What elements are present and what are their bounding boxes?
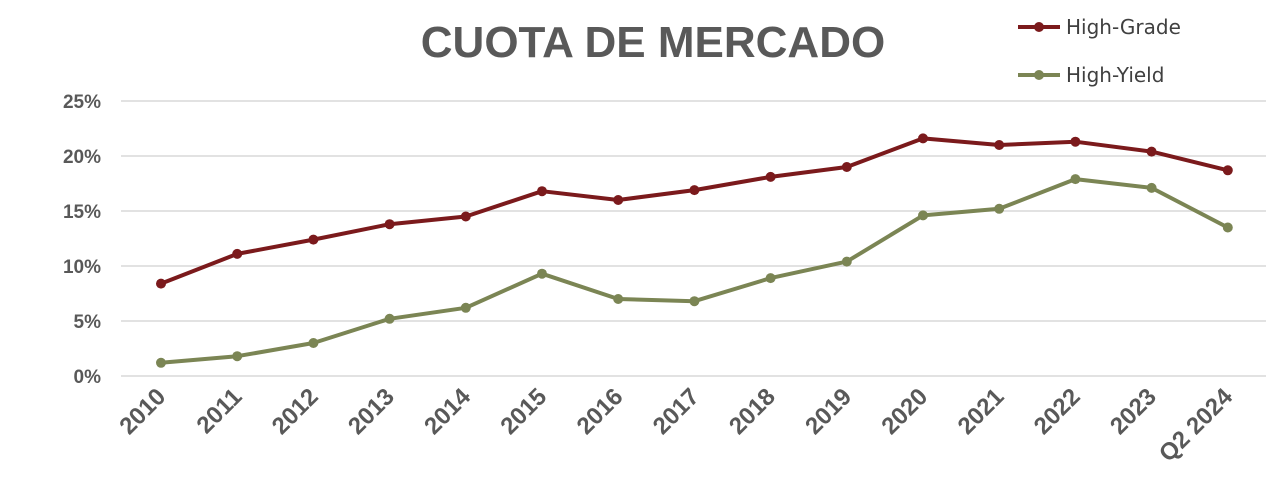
y-axis-ticks: 0% 5% 10% 15% 20% 25%	[63, 92, 101, 388]
x-tick-label: 2022	[1029, 383, 1086, 440]
data-point	[1146, 146, 1157, 157]
legend-label: High-Yield	[1066, 63, 1164, 87]
x-tick-label: 2019	[800, 383, 857, 440]
data-point	[841, 256, 852, 267]
data-point	[460, 302, 471, 313]
data-point	[308, 338, 319, 348]
data-point	[994, 140, 1005, 150]
data-point	[918, 210, 928, 221]
x-tick-label: 2020	[876, 383, 933, 440]
y-tick-label: 0%	[74, 367, 102, 388]
data-point	[1222, 222, 1233, 233]
data-point	[689, 185, 700, 196]
y-tick-label: 15%	[63, 202, 101, 223]
x-tick-label: 2017	[648, 383, 705, 440]
y-tick-label: 10%	[63, 257, 101, 278]
x-tick-label: 2011	[192, 383, 248, 439]
series-lines	[156, 133, 1233, 368]
data-point	[232, 248, 243, 259]
legend-marker	[1034, 70, 1044, 80]
data-point	[1146, 182, 1157, 193]
data-point	[384, 313, 395, 324]
data-point	[232, 351, 243, 362]
data-point	[156, 278, 166, 289]
x-tick-label: 2021	[953, 383, 1010, 440]
x-tick-label: 2013	[343, 383, 400, 440]
chart-title: CUOTA DE MERCADO	[421, 18, 885, 67]
data-point	[460, 211, 471, 222]
gridlines	[121, 100, 1266, 377]
data-point	[537, 268, 547, 279]
data-point	[918, 133, 928, 144]
data-point	[308, 234, 319, 245]
x-tick-label: 2010	[114, 383, 171, 440]
data-point	[1222, 165, 1233, 176]
data-point	[1070, 174, 1081, 185]
x-tick-label: 2012	[267, 383, 324, 440]
data-point	[613, 195, 624, 205]
x-tick-label: 2015	[495, 383, 552, 440]
x-tick-label: Q2 2024	[1154, 383, 1239, 468]
y-tick-label: 20%	[63, 147, 101, 168]
legend-marker	[1034, 22, 1044, 32]
data-point	[537, 186, 547, 197]
data-point	[613, 294, 624, 304]
x-tick-label: 2014	[419, 383, 476, 440]
data-point	[156, 357, 166, 368]
data-point	[765, 171, 776, 182]
legend-label: High-Grade	[1066, 15, 1181, 39]
y-tick-label: 25%	[63, 92, 101, 113]
data-point	[1070, 136, 1081, 147]
legend: High-Grade High-Yield	[1018, 15, 1181, 87]
x-tick-label: 2016	[572, 383, 629, 440]
series-line-high-yield	[159, 177, 1230, 365]
x-axis-ticks: 2010 2011 2012 2013 2014 2015 2016 2017 2018 2019…	[114, 383, 1238, 468]
data-point	[689, 296, 700, 307]
x-tick-label: 2018	[724, 383, 781, 440]
data-point	[384, 219, 395, 230]
data-point	[765, 273, 776, 284]
data-point	[994, 203, 1005, 214]
y-tick-label: 5%	[74, 312, 102, 333]
data-point	[841, 162, 852, 172]
x-tick-label: 2023	[1105, 383, 1162, 440]
